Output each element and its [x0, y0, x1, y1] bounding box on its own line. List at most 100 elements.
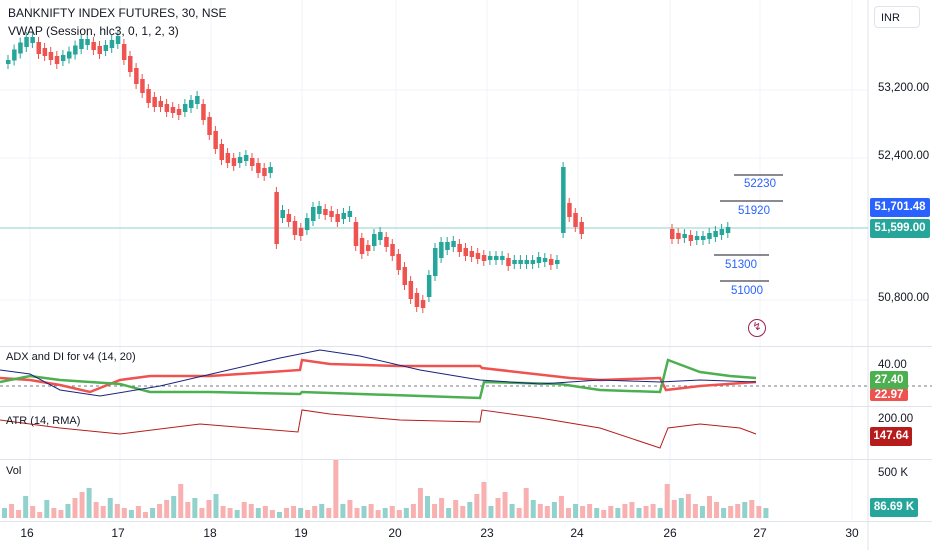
volume-bar — [756, 506, 762, 518]
candle-body — [579, 222, 584, 234]
candle-body — [378, 232, 383, 240]
atr-line — [0, 409, 757, 449]
candle-body — [694, 236, 700, 240]
candle-body — [243, 155, 249, 161]
volume-bar — [16, 510, 22, 518]
volume-bar — [375, 510, 381, 518]
volume-bar — [664, 484, 670, 518]
candle-body — [146, 89, 151, 103]
volume-bar — [692, 504, 698, 518]
price-tick: 52,400.00 — [878, 150, 930, 162]
candle-body — [12, 49, 17, 61]
volume-bar — [227, 508, 233, 518]
pane-separator[interactable] — [0, 346, 932, 347]
volume-bar — [305, 510, 311, 518]
pane-separator[interactable] — [0, 459, 932, 460]
candle-body — [323, 209, 328, 215]
volume-bar — [721, 508, 727, 518]
volume-bar — [298, 508, 304, 518]
volume-bar — [100, 506, 106, 518]
volume-bar — [37, 512, 43, 518]
volume-bar — [481, 482, 487, 518]
candle-body — [372, 234, 377, 246]
volume-bar — [566, 508, 571, 518]
volume-bar — [615, 508, 621, 518]
time-axis-label: 24 — [570, 526, 584, 540]
candle-body — [237, 157, 243, 163]
candle-body — [85, 39, 90, 45]
volume-bar — [51, 508, 57, 518]
volume-bar — [410, 504, 416, 518]
volume-bar — [79, 492, 85, 518]
candle-body — [18, 42, 23, 54]
volume-bar — [58, 510, 64, 518]
candle-body — [268, 167, 273, 173]
volume-bar — [657, 508, 663, 518]
candle-body — [280, 210, 285, 218]
candle-body — [719, 229, 725, 235]
pane-separator[interactable] — [0, 406, 932, 407]
candle-body — [195, 96, 200, 104]
volume-bar — [495, 498, 501, 518]
volume-bar — [361, 506, 367, 518]
volume-bar — [255, 508, 261, 518]
time-axis-label: 23 — [480, 526, 494, 540]
volume-bar — [714, 502, 720, 518]
candle-body — [359, 238, 365, 254]
atr-legend[interactable]: ATR (14, RMA) — [6, 415, 81, 427]
candle-body — [555, 260, 560, 264]
volume-bar — [573, 504, 579, 518]
volume-bar — [601, 510, 607, 518]
candle-body — [420, 300, 426, 308]
candle-body — [494, 256, 499, 260]
candle-body — [329, 211, 334, 217]
candle-body — [682, 234, 687, 238]
volume-bar — [150, 508, 156, 518]
candle-body — [457, 244, 462, 252]
volume-bar — [523, 488, 529, 518]
last-price-badge: 51,599.00 — [870, 219, 930, 238]
candle-body — [676, 233, 681, 239]
volume-bar — [114, 504, 120, 518]
candle-body — [335, 214, 340, 222]
vwap-legend[interactable]: VWAP (Session, hlc3, 0, 1, 2, 3) — [8, 24, 179, 38]
volume-bar — [291, 506, 297, 518]
vol-badge: 86.69 K — [870, 498, 918, 517]
candle-body — [207, 117, 212, 135]
volume-bar — [333, 460, 339, 518]
adx-legend[interactable]: ADX and DI for v4 (14, 20) — [6, 351, 136, 363]
time-axis-label: 26 — [663, 526, 677, 540]
flash-event-icon[interactable]: ↯ — [748, 319, 766, 337]
candle-body — [128, 56, 133, 72]
volume-bar — [728, 506, 734, 518]
volume-bar — [636, 508, 642, 518]
volume-bar — [143, 512, 148, 518]
volume-bar — [403, 508, 409, 518]
volume-bar — [587, 504, 593, 518]
candle-body — [91, 42, 96, 50]
candle-body — [701, 236, 706, 240]
atr-badge: 147.64 — [870, 427, 912, 446]
volume-bar — [234, 510, 240, 518]
candle-body — [670, 229, 675, 239]
atr-scale-tick: 200.00 — [878, 413, 914, 425]
currency-button[interactable]: INR — [874, 6, 920, 28]
symbol-title[interactable]: BANKNIFTY INDEX FUTURES, 30, NSE — [8, 6, 227, 20]
volume-bar — [213, 494, 219, 518]
time-axis-label: 30 — [845, 526, 859, 540]
vol-legend[interactable]: Vol — [6, 465, 22, 477]
candle-body — [24, 37, 29, 47]
candle-body — [573, 213, 578, 227]
volume-bar — [30, 506, 36, 518]
volume-bar — [135, 506, 141, 518]
candle-body — [256, 163, 261, 173]
candle-body — [170, 107, 176, 113]
candle-body — [506, 258, 511, 266]
candle-body — [109, 40, 115, 48]
volume-bar — [220, 506, 226, 518]
candle-body — [292, 221, 298, 235]
time-axis-label: 17 — [111, 526, 125, 540]
volume-bar — [699, 506, 705, 518]
candle-body — [524, 260, 529, 264]
